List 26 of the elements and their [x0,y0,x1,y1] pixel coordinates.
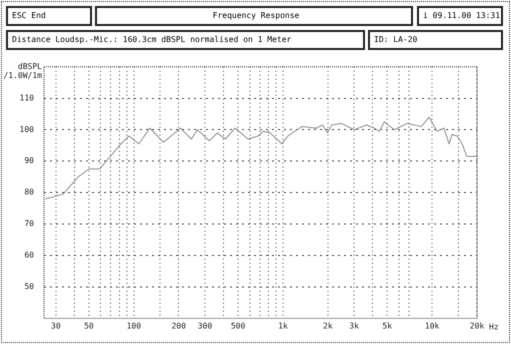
text: i 09.11.00 13:31 [417,6,503,26]
x-tick-label: 20k [470,321,484,330]
y-tick-label: 50 [24,282,34,292]
y-tick-label: 100 [20,124,34,134]
y-tick-label: 110 [20,93,34,102]
x-tick-label: 500 [230,321,246,330]
y-tick-label: 80 [24,188,34,197]
x-tick-label: 10k [424,321,440,330]
chart-title: Frequency Response [95,6,413,26]
x-tick-label: 200 [171,321,186,330]
x-tick-label: 5k [382,321,392,330]
x-axis-title: Hz [489,322,499,332]
text: Distance Loudsp.-Mic.: 160.3cm dBSPL normalised on 1 Meter [6,30,365,50]
y-tick-label: 60 [24,250,34,260]
x-tick-label: 2k [323,321,333,330]
text: ESC End [6,6,92,26]
x-tick-label: 50 [84,321,94,330]
x-tick-label: 1k [278,321,288,330]
x-tick-label: 30 [50,321,61,330]
y-axis-title: dBSPL /1.0W/1m [3,62,42,80]
y-tick-label: 70 [24,219,34,228]
x-tick-label: 300 [198,321,212,330]
x-tick-label: 3k [349,321,360,330]
x-tick-label: 100 [126,321,142,330]
y-tick-label: 90 [24,156,34,166]
text: ID: LA-20 [368,30,503,50]
